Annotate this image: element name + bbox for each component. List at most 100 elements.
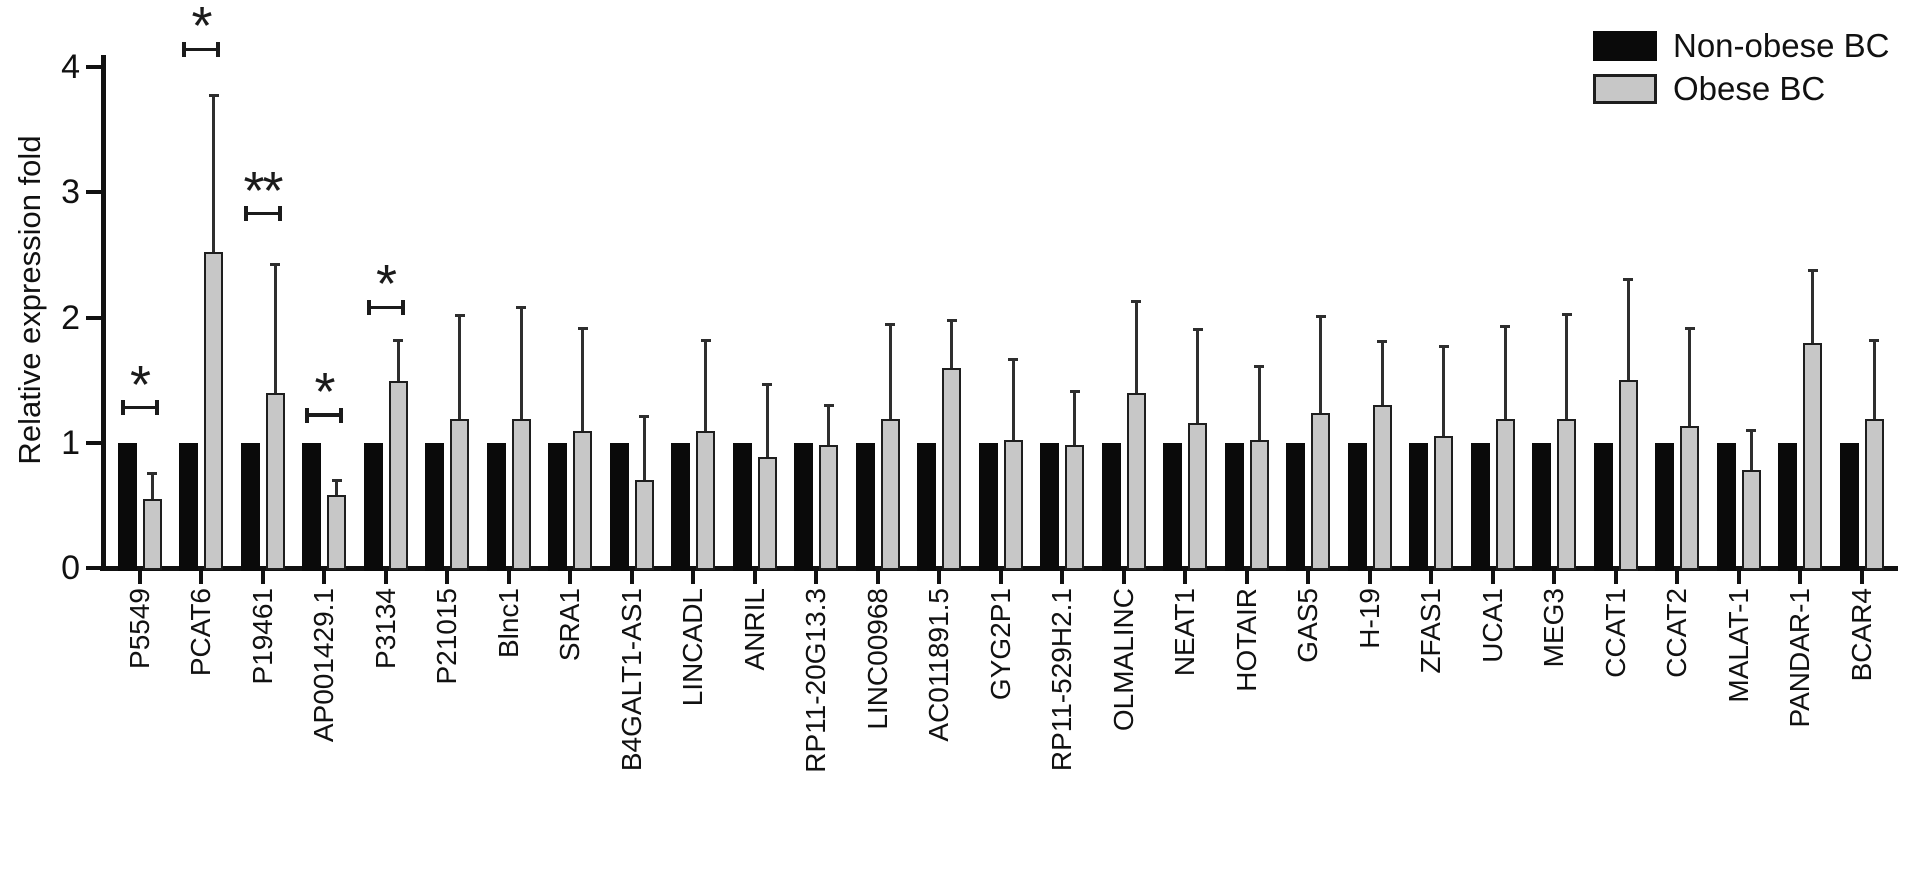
error-bar-cap-B4GALT1-AS1 <box>639 415 649 419</box>
sig-star-P3134: * <box>375 254 397 315</box>
sig-bracket-AP001429.1 <box>305 413 343 417</box>
y-axis-line <box>101 55 106 571</box>
x-tick-OLMALINC <box>1121 570 1126 584</box>
x-tick-PCAT6 <box>199 570 203 584</box>
error-bar-cap-P21015 <box>454 313 465 317</box>
x-tick-MALAT-1 <box>1736 570 1741 584</box>
sig-bracket-cap-right-AP001429.1 <box>339 407 343 423</box>
x-tick-label-ZFAS1: ZFAS1 <box>1415 588 1446 674</box>
error-bar-cap-GYG2P1 <box>1008 357 1018 361</box>
x-tick-GAS5 <box>1306 570 1310 584</box>
legend-item-obese-bc: Obese BC <box>1593 67 1889 110</box>
x-tick-PANDAR-1 <box>1798 570 1802 584</box>
bar-non-obese-bc-CCAT2 <box>1655 442 1674 571</box>
x-tick-H-19 <box>1367 570 1372 584</box>
bar-non-obese-bc-HOTAIR <box>1224 442 1244 571</box>
x-tick-label-CCAT2: CCAT2 <box>1661 588 1692 678</box>
bar-obese-bc-PANDAR-1 <box>1803 342 1822 571</box>
error-bar-RP11-20G13.3 <box>827 405 830 450</box>
x-tick-label-PCAT6: PCAT6 <box>185 588 216 677</box>
error-bar-NEAT1 <box>1196 328 1199 427</box>
error-bar-cap-NEAT1 <box>1192 327 1203 331</box>
error-bar-LINC00968 <box>888 323 892 423</box>
error-bar-AC011891.5 <box>950 320 953 372</box>
legend-swatch-non-obese-bc <box>1593 30 1657 61</box>
sig-bracket-cap-right-P5549 <box>154 400 159 416</box>
error-bar-SRA1 <box>581 327 584 436</box>
bar-non-obese-bc-H-19 <box>1347 442 1367 571</box>
bar-non-obese-bc-BCAR4 <box>1839 442 1859 571</box>
x-tick-P5549 <box>137 570 142 584</box>
error-bar-LINCADL <box>704 340 707 436</box>
x-tick-AC011891.5 <box>937 570 941 584</box>
x-tick-label-P5549: P5549 <box>123 588 155 669</box>
bar-obese-bc-PCAT6 <box>204 252 223 571</box>
bar-obese-bc-HOTAIR <box>1249 440 1269 571</box>
error-bar-cap-ZFAS1 <box>1438 345 1449 349</box>
error-bar-BCAR4 <box>1872 340 1876 423</box>
error-bar-CCAT1 <box>1626 278 1630 385</box>
sig-bracket-cap-right-P19461 <box>277 206 282 222</box>
error-bar-cap-BCAR4 <box>1869 339 1879 343</box>
error-bar-cap-HOTAIR <box>1254 365 1264 369</box>
sig-bracket-cap-left-P3134 <box>366 299 371 315</box>
bar-non-obese-bc-NEAT1 <box>1163 442 1182 571</box>
error-bar-cap-ANRIL <box>762 382 772 386</box>
x-tick-RP11-529H2.1 <box>1060 570 1064 584</box>
x-tick-label-Blnc1: Blnc1 <box>492 588 524 659</box>
error-bar-PANDAR-1 <box>1811 269 1814 347</box>
bar-obese-bc-RP11-529H2.1 <box>1065 445 1084 571</box>
x-tick-label-P3134: P3134 <box>369 588 401 669</box>
bar-obese-bc-LINC00968 <box>880 418 900 571</box>
error-bar-OLMALINC <box>1134 301 1138 397</box>
x-tick-RP11-20G13.3 <box>814 570 818 584</box>
error-bar-cap-RP11-20G13.3 <box>823 404 834 408</box>
x-tick-label-PANDAR-1: PANDAR-1 <box>1784 588 1815 728</box>
bar-obese-bc-B4GALT1-AS1 <box>634 480 654 571</box>
error-bar-ANRIL <box>765 383 769 461</box>
bar-obese-bc-SRA1 <box>573 431 592 571</box>
sig-star-AP001429.1: * <box>314 362 335 423</box>
x-tick-NEAT1 <box>1183 570 1187 584</box>
bar-obese-bc-MALAT-1 <box>1741 470 1761 571</box>
x-tick-GYG2P1 <box>998 570 1003 584</box>
bar-non-obese-bc-AP001429.1 <box>302 442 321 571</box>
legend: Non-obese BC Obese BC <box>1593 24 1889 110</box>
sig-bracket-P3134 <box>366 305 405 310</box>
bar-obese-bc-GYG2P1 <box>1003 440 1023 571</box>
sig-star-PCAT6: * <box>191 0 212 57</box>
x-tick-label-ANRIL: ANRIL <box>738 588 770 671</box>
error-bar-P3134 <box>396 340 400 386</box>
x-tick-label-P19461: P19461 <box>246 588 278 685</box>
bar-obese-bc-P19461 <box>265 392 285 571</box>
x-tick-label-AP001429.1: AP001429.1 <box>308 588 339 743</box>
x-tick-HOTAIR <box>1244 570 1249 584</box>
error-bar-cap-PANDAR-1 <box>1807 268 1818 272</box>
y-tick-label-2: 2 <box>61 298 80 337</box>
error-bar-Blnc1 <box>519 307 523 423</box>
sig-bracket-cap-left-P19461 <box>243 206 248 222</box>
error-bar-cap-H-19 <box>1377 340 1387 344</box>
sig-bracket-P19461 <box>243 211 282 216</box>
bar-non-obese-bc-ZFAS1 <box>1409 442 1428 571</box>
bar-non-obese-bc-GYG2P1 <box>978 442 998 571</box>
error-bar-cap-Blnc1 <box>516 306 526 310</box>
x-tick-Blnc1 <box>506 570 511 584</box>
y-tick-3 <box>86 190 101 195</box>
error-bar-MALAT-1 <box>1749 430 1753 475</box>
error-bar-ZFAS1 <box>1442 346 1445 441</box>
bar-non-obese-bc-Blnc1 <box>486 442 506 571</box>
y-tick-label-0: 0 <box>61 549 80 587</box>
error-bar-cap-LINC00968 <box>885 322 895 326</box>
bar-non-obese-bc-ANRIL <box>732 442 752 571</box>
bar-non-obese-bc-RP11-20G13.3 <box>794 442 813 571</box>
bar-obese-bc-P5549 <box>142 499 162 571</box>
error-bar-HOTAIR <box>1257 366 1261 445</box>
x-tick-label-GAS5: GAS5 <box>1292 588 1323 663</box>
x-tick-LINCADL <box>691 570 695 584</box>
bar-obese-bc-RP11-20G13.3 <box>819 445 838 571</box>
bar-obese-bc-AC011891.5 <box>942 367 961 571</box>
x-tick-P19461 <box>260 570 265 584</box>
bar-obese-bc-ANRIL <box>757 456 777 571</box>
error-bar-cap-CCAT2 <box>1684 326 1695 330</box>
